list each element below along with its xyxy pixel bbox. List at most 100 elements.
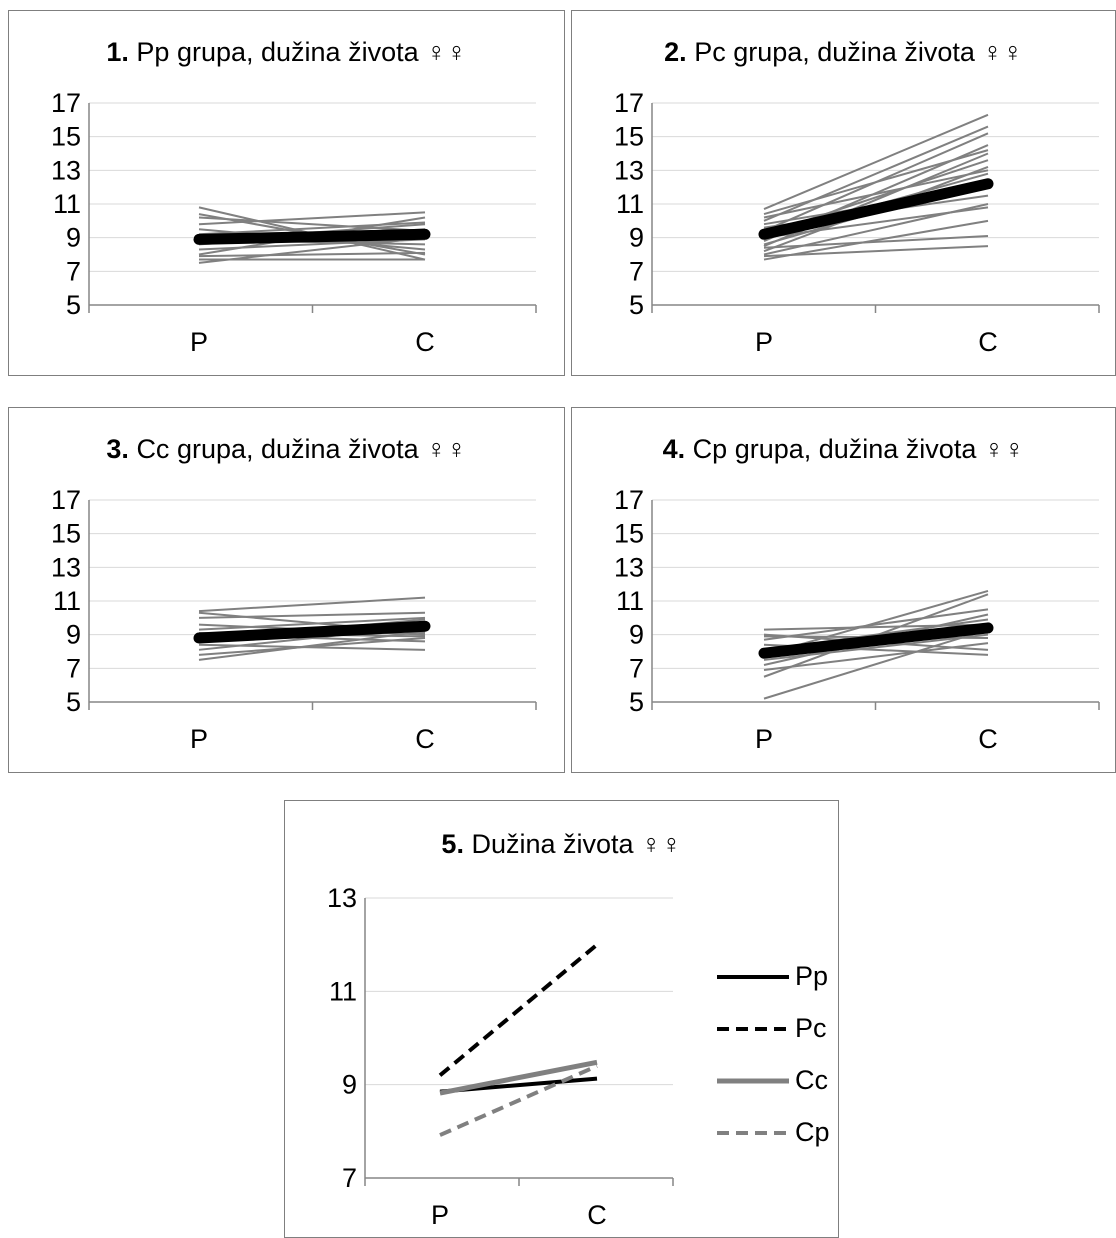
individual-series-line <box>763 113 989 210</box>
y-tick-label: 15 <box>614 122 644 152</box>
mean-series-line <box>758 622 994 659</box>
individual-series-line <box>198 211 426 226</box>
x-tick-label: P <box>755 327 773 357</box>
legend-label: Cc <box>795 1065 828 1095</box>
y-tick-label: 11 <box>53 189 81 219</box>
y-tick-label: 17 <box>51 88 81 118</box>
y-tick-label: 13 <box>327 883 357 913</box>
chart-title: 4. Cp grupa, dužina života ♀♀ <box>572 434 1115 465</box>
chart-panel-2: 2. Pc grupa, dužina života ♀♀ 5 7 9 11 13 15 1… <box>571 10 1116 376</box>
individual-series-line <box>198 611 426 619</box>
y-tick-label: 17 <box>51 485 81 515</box>
chart-title-text: Dužina života ♀♀ <box>471 829 682 859</box>
y-tick-label: 5 <box>66 687 81 717</box>
x-tick-label: C <box>415 327 435 357</box>
y-tick-label: 9 <box>629 620 644 650</box>
legend-item: Pp <box>715 961 828 992</box>
y-tick-label: 11 <box>616 586 644 616</box>
x-tick-label: C <box>415 724 435 754</box>
individual-series-line <box>763 642 989 672</box>
y-tick-label: 11 <box>616 189 644 219</box>
legend-label: Pc <box>795 1013 827 1043</box>
y-tick-label: 11 <box>53 586 81 616</box>
x-tick-label: P <box>190 327 208 357</box>
individual-series-line <box>763 628 989 700</box>
y-tick-label: 11 <box>329 976 357 1006</box>
individual-series-line <box>198 616 426 631</box>
chart-panel-4: 4. Cp grupa, dužina života ♀♀ 5 7 9 11 13 15 1… <box>571 407 1116 773</box>
y-tick-label: 13 <box>614 552 644 582</box>
y-tick-label: 13 <box>51 155 81 185</box>
chart-title-text: Cp grupa, dužina života ♀♀ <box>692 434 1025 464</box>
legend-swatch-icon <box>717 974 789 979</box>
x-tick-label: C <box>978 724 998 754</box>
individual-series-line <box>198 216 426 232</box>
chart-panel-3: 3. Cc grupa, dužina života ♀♀ 5 7 9 11 13 15 1… <box>8 407 565 773</box>
y-tick-label: 13 <box>614 155 644 185</box>
y-tick-label: 5 <box>629 290 644 320</box>
chart-title-number: 2. <box>664 37 687 67</box>
y-tick-label: 7 <box>66 256 81 286</box>
chart-title-text: Cc grupa, dužina života ♀♀ <box>136 434 467 464</box>
individual-series-line <box>198 251 426 258</box>
y-tick-label: 5 <box>66 290 81 320</box>
mean-series-line <box>758 178 994 240</box>
y-tick-label: 5 <box>629 687 644 717</box>
y-tick-label: 7 <box>66 653 81 683</box>
chart-title-text: Pc grupa, dužina života ♀♀ <box>694 37 1023 67</box>
series-line-pc <box>438 943 599 1077</box>
individual-series-line <box>763 125 989 222</box>
legend-item: Cp <box>715 1117 830 1148</box>
y-tick-label: 15 <box>614 519 644 549</box>
x-tick-label: P <box>190 724 208 754</box>
chart-title-number: 3. <box>106 434 129 464</box>
y-tick-label: 7 <box>342 1163 357 1193</box>
chart-panel-1: 1. Pp grupa, dužina života ♀♀ 5 7 9 11 13 15 1… <box>8 10 565 376</box>
y-tick-label: 15 <box>51 122 81 152</box>
x-tick-label: C <box>978 327 998 357</box>
y-tick-label: 15 <box>51 519 81 549</box>
legend-swatch-icon <box>717 1078 789 1083</box>
legend-item: Cc <box>715 1065 828 1096</box>
chart-plot-5: 7 9 11 13 P C <box>327 883 674 1230</box>
y-tick-label: 9 <box>66 223 81 253</box>
y-tick-label: 7 <box>629 256 644 286</box>
chart-panel-5: 5. Dužina života ♀♀ 7 9 11 13 P C Pp Pc Cc Cp <box>284 800 839 1238</box>
individual-series-line <box>198 236 426 264</box>
chart-title-number: 1. <box>106 37 129 67</box>
individual-series-line <box>763 203 989 256</box>
x-tick-label: C <box>587 1200 607 1230</box>
chart-title-number: 5. <box>441 829 464 859</box>
y-tick-label: 13 <box>51 552 81 582</box>
series-line-cp <box>439 1064 598 1137</box>
chart-title: 2. Pc grupa, dužina života ♀♀ <box>572 37 1115 68</box>
y-tick-label: 17 <box>614 485 644 515</box>
mean-series-line <box>193 620 431 644</box>
y-tick-label: 17 <box>614 88 644 118</box>
chart-title-number: 4. <box>662 434 686 464</box>
chart-title: 5. Dužina života ♀♀ <box>285 829 838 860</box>
individual-series-line <box>763 608 989 641</box>
chart-legend: Pp Pc Cc Cp <box>715 961 835 1181</box>
legend-swatch-icon <box>717 1130 789 1135</box>
legend-item: Pc <box>715 1013 827 1044</box>
chart-title: 1. Pp grupa, dužina života ♀♀ <box>9 37 564 68</box>
chart-title-text: Pp grupa, dužina života ♀♀ <box>136 37 467 67</box>
y-tick-label: 9 <box>342 1070 357 1100</box>
chart-title: 3. Cc grupa, dužina života ♀♀ <box>9 434 564 465</box>
series-line-cc <box>439 1059 598 1096</box>
individual-series-line <box>763 245 989 258</box>
y-tick-label: 9 <box>66 620 81 650</box>
mean-series-line <box>193 228 431 245</box>
x-tick-label: P <box>755 724 773 754</box>
legend-swatch-icon <box>717 1026 789 1031</box>
y-tick-label: 9 <box>629 223 644 253</box>
legend-label: Cp <box>795 1117 830 1147</box>
y-tick-label: 7 <box>629 653 644 683</box>
individual-series-line <box>763 132 989 232</box>
x-tick-label: P <box>431 1200 449 1230</box>
